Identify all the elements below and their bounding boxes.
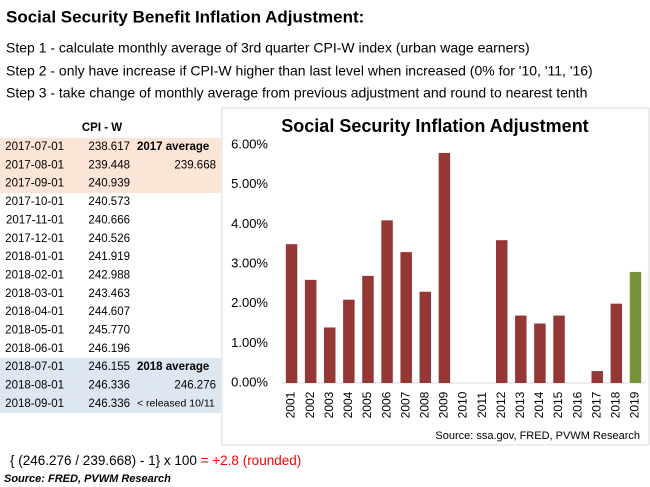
chart-source: Source: ssa.gov, FRED, PVWM Research	[435, 430, 640, 442]
bar	[362, 275, 374, 383]
cpi-cell: 245.770	[88, 325, 130, 337]
note-cell: 2017 average	[137, 141, 209, 153]
row-highlight	[0, 156, 221, 175]
x-tick-label: 2012	[494, 391, 508, 418]
step: Step 1 - calculate monthly average of 3r…	[6, 40, 530, 56]
bar	[304, 279, 317, 383]
date-cell: 2018-06-01	[5, 343, 64, 355]
source: Source: FRED, PVWM Research	[4, 473, 171, 485]
date-cell: 2017-09-01	[5, 178, 64, 190]
note-cell: 2018 average	[137, 361, 209, 373]
row-highlight	[0, 376, 221, 395]
cpi-cell: 246.336	[88, 380, 130, 392]
cpi-cell: 240.939	[88, 178, 130, 190]
row-highlight	[0, 394, 221, 414]
cpi-cell: 240.666	[88, 214, 130, 226]
x-tick-label: 2011	[475, 392, 489, 418]
cpi-cell: 238.617	[88, 141, 130, 153]
x-tick-label: 2002	[303, 391, 317, 418]
x-tick-label: 2016	[570, 391, 584, 418]
cpi-cell: 240.573	[88, 196, 130, 208]
bar	[515, 315, 527, 383]
step: Step 2 - only have increase if CPI-W hig…	[6, 63, 593, 79]
x-tick-label: 2005	[360, 391, 374, 418]
date-cell: 2018-03-01	[5, 288, 64, 300]
x-tick-label: 2013	[513, 391, 527, 418]
cpi-cell: 246.155	[88, 361, 130, 373]
x-tick-label: 2008	[417, 391, 431, 418]
formula: { (246.276 / 239.668) - 1} x 100 = +2.8 …	[10, 453, 301, 468]
row-highlight	[0, 174, 221, 193]
formula-text: { (246.276 / 239.668) - 1} x 100	[10, 453, 201, 468]
bar	[419, 291, 432, 383]
note-cell: < released 10/11	[137, 398, 215, 410]
cpi-cell: 243.463	[88, 288, 130, 300]
x-tick-label: 2017	[589, 391, 603, 418]
x-tick-label: 2014	[532, 391, 546, 418]
x-tick-label: 2010	[456, 391, 470, 418]
x-tick-label: 2001	[284, 391, 298, 418]
cpi-cell: 242.988	[88, 269, 130, 281]
date-cell: 2017-12-01	[5, 233, 64, 245]
x-tick-label: 2007	[398, 391, 412, 418]
cpi-cell: 244.607	[88, 306, 130, 318]
bar	[591, 371, 603, 383]
cpi-cell: 240.526	[88, 233, 130, 245]
bar	[553, 315, 565, 383]
date-cell: 2018-05-01	[5, 325, 64, 337]
x-tick-label: 2019	[628, 391, 642, 418]
bar	[629, 271, 642, 383]
x-tick-label: 2004	[341, 391, 355, 418]
y-tick-label: 5.00%	[231, 176, 268, 191]
bar	[285, 244, 298, 383]
table-header: CPI - W	[82, 122, 122, 134]
cpi-cell: 239.448	[88, 159, 130, 171]
date-cell: 2018-02-01	[5, 269, 64, 281]
row-highlight	[0, 137, 221, 157]
cpi-cell: 246.336	[88, 398, 130, 410]
y-tick-label: 1.00%	[231, 335, 268, 350]
step: Step 3 - take change of monthly average …	[6, 85, 587, 101]
average-cell: 239.668	[174, 159, 216, 171]
bar	[610, 303, 623, 383]
average-cell: 246.276	[174, 380, 216, 392]
date-cell: 2018-09-01	[5, 398, 64, 410]
date-cell: 2017-07-01	[5, 141, 64, 153]
page-title: Social Security Benefit Inflation Adjust…	[6, 7, 364, 26]
chart-title: Social Security Inflation Adjustment	[281, 116, 588, 136]
x-tick-label: 2006	[379, 391, 393, 418]
date-cell: 2018-08-01	[5, 380, 64, 392]
date-cell: 2018-07-01	[5, 361, 64, 373]
cpi-cell: 241.919	[88, 251, 130, 263]
date-cell: 2017-10-01	[5, 196, 64, 208]
row-highlight	[0, 358, 221, 377]
y-tick-label: 4.00%	[231, 216, 268, 231]
date-cell: 2018-04-01	[5, 306, 64, 318]
date-cell: 2017-11-01	[6, 214, 64, 226]
y-tick-label: 2.00%	[231, 295, 268, 310]
y-tick-label: 3.00%	[231, 255, 268, 270]
bar	[534, 323, 546, 383]
bar	[343, 299, 355, 383]
bar	[438, 152, 451, 383]
bar	[400, 252, 412, 383]
bar	[324, 327, 336, 383]
x-tick-label: 2018	[609, 391, 623, 418]
y-tick-label: 6.00%	[231, 136, 268, 151]
x-tick-label: 2009	[437, 391, 451, 418]
bar	[495, 240, 508, 383]
x-tick-label: 2015	[551, 391, 565, 418]
formula-result: = +2.8 (rounded)	[201, 453, 302, 468]
y-tick-label: 0.00%	[231, 374, 268, 389]
bar	[381, 220, 393, 383]
date-cell: 2017-08-01	[5, 159, 64, 171]
date-cell: 2018-01-01	[5, 251, 64, 263]
x-tick-label: 2003	[322, 391, 336, 418]
cpi-cell: 246.196	[88, 343, 130, 355]
